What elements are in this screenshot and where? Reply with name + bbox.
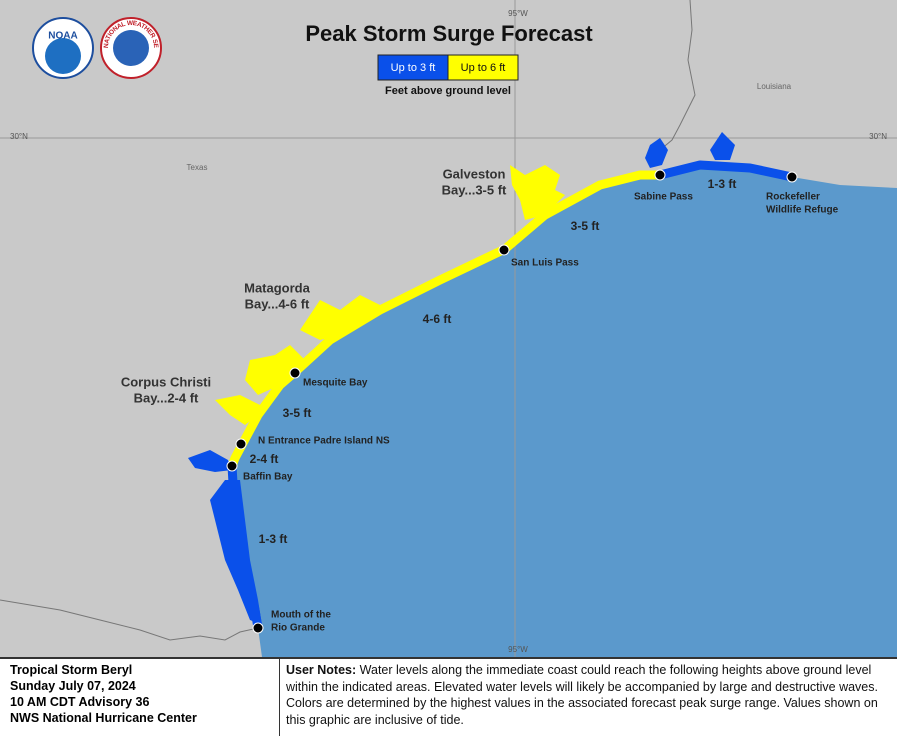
segment-label: 3-5 ft: [283, 406, 312, 420]
storm-line: Sunday July 07, 2024: [10, 679, 136, 693]
notes-label: User Notes:: [286, 663, 357, 677]
corpus-christi-bay: [215, 395, 260, 425]
user-notes: User Notes: Water levels along the immed…: [280, 659, 897, 736]
bay-label: Corpus Christi: [121, 374, 211, 389]
country-border: [0, 599, 259, 641]
location-dot: [654, 169, 666, 181]
location-label: Baffin Bay: [243, 472, 293, 483]
latitude-label: 30°N: [869, 132, 887, 141]
state-border: [659, 0, 696, 151]
bay-label: Galveston: [443, 166, 506, 181]
legend-swatch: [377, 54, 449, 81]
legend-label: Up to 6 ft: [461, 62, 506, 74]
location-label: Rio Grande: [271, 623, 325, 634]
map: NOAA NATIONAL WEATHER SERVICE 95°W95°W30…: [0, 0, 897, 657]
sabine-lake: [645, 138, 668, 168]
nws-inner: [113, 30, 149, 66]
location-label: Rockefeller: [766, 192, 820, 203]
legend-note: Feet above ground level: [385, 85, 511, 97]
matagorda-bay: [300, 295, 395, 340]
noaa-wave: [45, 38, 81, 74]
legend-swatch: [447, 54, 519, 81]
segment-label: 1-3 ft: [708, 177, 737, 191]
storm-line: Tropical Storm Beryl: [10, 663, 133, 677]
longitude-label: 95°W: [508, 9, 528, 18]
segment-label: 4-6 ft: [423, 312, 452, 326]
storm-line: NWS National Hurricane Center: [10, 711, 197, 725]
bay-label: Bay...3-5 ft: [442, 182, 507, 197]
segment-label: 3-5 ft: [571, 219, 600, 233]
location-dot: [235, 438, 247, 450]
bay-label: Bay...2-4 ft: [134, 390, 199, 405]
latitude-label: 30°N: [10, 132, 28, 141]
location-dot: [498, 244, 510, 256]
location-dot: [252, 622, 264, 634]
location-dot: [786, 171, 798, 183]
surge-blue-south: [227, 461, 263, 633]
location-label: Mesquite Bay: [303, 378, 368, 389]
galveston-bay: [510, 165, 565, 220]
segment-label: 1-3 ft: [259, 532, 288, 546]
location-dot: [226, 460, 238, 472]
region-label: Louisiana: [757, 82, 792, 91]
location-label: N Entrance Padre Island NS: [258, 436, 390, 447]
longitude-label: 95°W: [508, 645, 528, 654]
location-label: Wildlife Refuge: [766, 205, 839, 216]
gulf: [232, 165, 897, 657]
calcasieu-lake: [710, 132, 735, 160]
storm-info: Tropical Storm Beryl Sunday July 07, 2024…: [0, 659, 280, 736]
title: Peak Storm Surge Forecast: [305, 21, 593, 46]
storm-line: 10 AM CDT Advisory 36: [10, 695, 150, 709]
location-label: Sabine Pass: [634, 192, 693, 203]
graticule: [0, 0, 897, 657]
surge-yellow: [227, 170, 665, 471]
notes-text: Water levels along the immediate coast c…: [286, 663, 878, 727]
segment-label: 2-4 ft: [250, 452, 279, 466]
footer: Tropical Storm Beryl Sunday July 07, 2024…: [0, 657, 897, 736]
bay-label: Matagorda: [244, 280, 311, 295]
surge-blue-east: [655, 160, 797, 182]
location-dot: [289, 367, 301, 379]
yellow-bays: [215, 165, 565, 425]
location-label: San Luis Pass: [511, 258, 579, 269]
location-label: Mouth of the: [271, 610, 331, 621]
baffin-bay: [188, 450, 232, 472]
legend-label: Up to 3 ft: [391, 62, 436, 74]
bay-label: Bay...4-6 ft: [245, 296, 310, 311]
san-antonio-bay: [245, 345, 305, 395]
noaa-text: NOAA: [48, 31, 77, 42]
region-label: Texas: [187, 163, 208, 172]
